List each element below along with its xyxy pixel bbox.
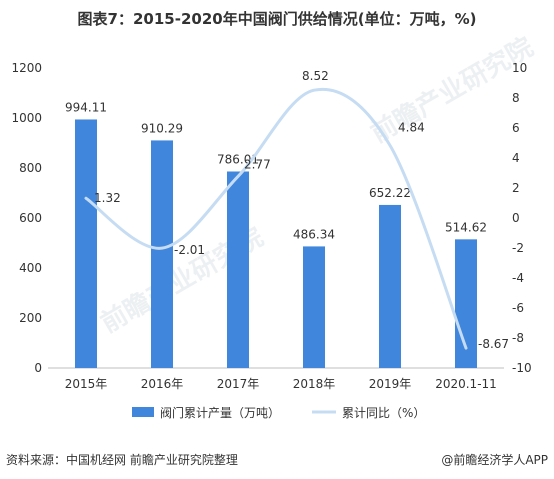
x-tick-label: 2019年 [369, 377, 412, 391]
y-left-tick-label: 400 [19, 261, 42, 275]
legend-label-bar: 阀门累计产量（万吨） [160, 405, 280, 420]
line-data-label: -8.67 [478, 337, 509, 351]
bar-data-label: 486.34 [293, 227, 335, 241]
x-tick-label: 2017年 [217, 377, 260, 391]
legend-label-line: 累计同比（%） [342, 406, 425, 420]
y-right-tick-label: -2 [512, 241, 524, 255]
y-right-tick-label: 10 [512, 61, 527, 75]
y-right-tick-label: -4 [512, 271, 524, 285]
bar-data-label: 514.62 [445, 220, 487, 234]
line-data-label: 8.52 [302, 69, 329, 83]
bar-data-label: 652.22 [369, 186, 411, 200]
line-data-label: 1.32 [94, 191, 121, 205]
y-right-tick-label: 4 [512, 151, 520, 165]
bar-data-label: 910.29 [141, 121, 183, 135]
x-tick-label: 2015年 [65, 377, 108, 391]
line-data-label: 2.77 [244, 157, 271, 171]
legend-swatch-bar [132, 407, 154, 417]
bar-data-label: 994.11 [65, 100, 107, 114]
y-right-tick-label: -6 [512, 301, 524, 315]
chart: 0 200 400 600 800 1000 1200 -10 -8 -6 -4 -2 0 2 4 6 8 10 2… [11, 61, 532, 420]
y-left-tick-label: 1200 [11, 61, 42, 75]
y-right-tick-label: -10 [512, 361, 532, 375]
y-left-tick-label: 1000 [11, 111, 42, 125]
x-tick-label: 2020.1-11 [435, 377, 497, 391]
bar [303, 246, 325, 368]
y-right-tick-label: 8 [512, 91, 520, 105]
bar [227, 171, 249, 368]
source-note: 资料来源：中国机经网 前瞻产业研究院整理 [6, 453, 238, 467]
line-series [84, 87, 468, 350]
y-right-tick-label: 2 [512, 181, 520, 195]
bar [379, 204, 401, 368]
y-left-tick-label: 600 [19, 211, 42, 225]
x-tick-label: 2018年 [293, 377, 336, 391]
bar [151, 140, 173, 368]
x-tick-label: 2016年 [141, 377, 184, 391]
y-left-tick-label: 200 [19, 311, 42, 325]
y-right-tick-label: 6 [512, 121, 520, 135]
line-data-label: -2.01 [174, 243, 205, 257]
credit-note: @前瞻经济学人APP [441, 453, 548, 467]
y-left-tick-label: 800 [19, 161, 42, 175]
y-left-tick-label: 0 [34, 361, 42, 375]
chart-title: 图表7：2015-2020年中国阀门供给情况(单位：万吨，%) [77, 10, 477, 28]
y-right-tick-label: 0 [512, 211, 520, 225]
line-data-label: 4.84 [398, 120, 425, 134]
y-right-tick-label: -8 [512, 331, 524, 345]
bar [75, 119, 97, 368]
